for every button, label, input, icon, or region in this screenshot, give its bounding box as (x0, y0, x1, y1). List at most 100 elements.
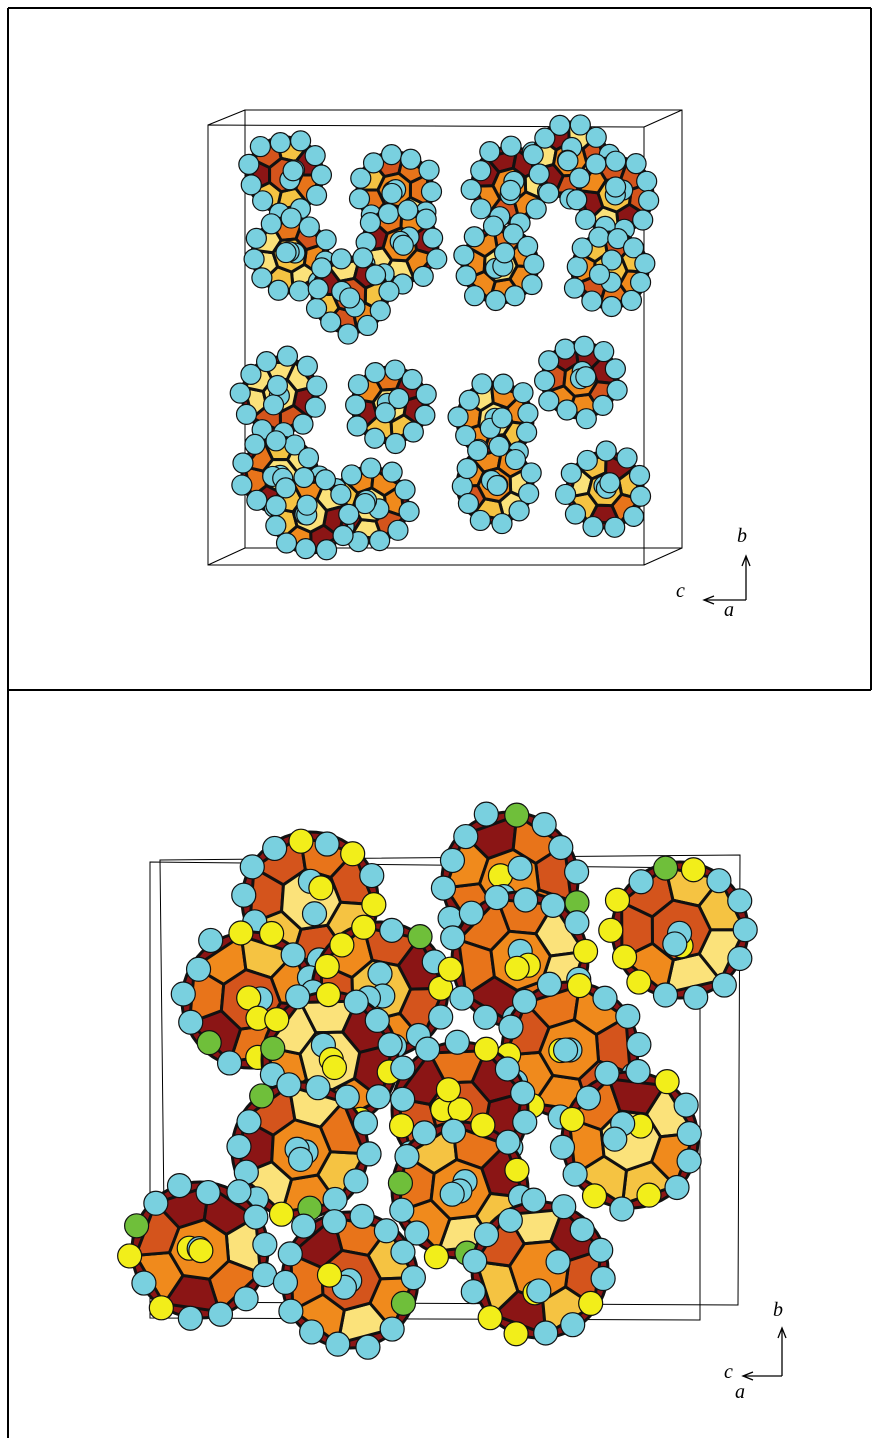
atom (390, 1198, 414, 1222)
atom (351, 168, 371, 188)
atom (422, 182, 442, 202)
atom (269, 1202, 293, 1226)
atom (635, 253, 655, 273)
atom (277, 1073, 301, 1097)
atom (380, 1317, 404, 1341)
atom (570, 1218, 594, 1242)
atom (335, 1085, 359, 1109)
atom (297, 356, 317, 376)
atom (348, 375, 368, 395)
atom (599, 918, 623, 942)
atom (197, 1031, 221, 1055)
atom (268, 280, 288, 300)
cluster (454, 216, 544, 310)
atom (391, 1291, 415, 1315)
atom (323, 1187, 347, 1211)
atom (296, 539, 316, 559)
atom (505, 956, 529, 980)
atom (605, 359, 625, 379)
atom (577, 450, 597, 470)
atom (655, 1070, 679, 1094)
atom (471, 161, 491, 181)
atom (454, 245, 474, 265)
atom (399, 501, 419, 521)
atom (567, 190, 587, 210)
atom (576, 409, 596, 429)
atom (630, 466, 650, 486)
atom (402, 370, 422, 390)
atom (237, 1110, 261, 1134)
atom (595, 1061, 619, 1085)
atom (247, 490, 267, 510)
atom (199, 928, 223, 952)
atom (316, 230, 336, 250)
atom (607, 380, 627, 400)
atom (353, 1111, 377, 1135)
atom (505, 803, 529, 827)
atom (386, 434, 406, 454)
atom (375, 403, 395, 423)
clusters (118, 802, 758, 1359)
atom (333, 525, 353, 545)
atom (250, 1084, 274, 1108)
atom (340, 288, 360, 308)
atom (424, 1245, 448, 1269)
atom (501, 180, 521, 200)
atom (629, 870, 653, 894)
figure: b c a b c a (0, 0, 872, 1438)
atom (565, 504, 585, 524)
atom (478, 1306, 502, 1330)
atom (253, 1233, 277, 1257)
panel-top: b c a (208, 110, 750, 621)
atom (358, 315, 378, 335)
axis-label-b: b (773, 1299, 783, 1321)
atom (132, 1271, 156, 1295)
atom (487, 475, 507, 495)
atom (292, 1214, 316, 1238)
atom (555, 339, 575, 359)
atom (218, 1051, 242, 1075)
atom (576, 209, 596, 229)
atom (589, 1238, 613, 1262)
atom (189, 1239, 213, 1263)
atom (626, 1060, 650, 1084)
atom (322, 1210, 346, 1234)
atom (229, 921, 253, 945)
atom (535, 371, 555, 391)
atom (560, 1107, 584, 1131)
atom (393, 235, 413, 255)
atom (403, 422, 423, 442)
atom (299, 217, 319, 237)
atom (230, 383, 250, 403)
atom (187, 957, 211, 981)
atom (379, 204, 399, 224)
atom (513, 989, 537, 1013)
atom (317, 540, 337, 560)
atom (322, 1056, 346, 1080)
atom (252, 268, 272, 288)
axis-label-c: c (724, 1361, 733, 1383)
atom (450, 986, 474, 1010)
atom (289, 281, 309, 301)
atom (627, 1033, 651, 1057)
atom (390, 1114, 414, 1138)
atom (505, 1158, 529, 1182)
atom (567, 257, 587, 277)
atom (232, 883, 256, 907)
atom (346, 395, 366, 415)
atom (579, 1291, 603, 1315)
atom (380, 918, 404, 942)
atom (315, 954, 339, 978)
atom (246, 228, 266, 248)
atom (654, 856, 678, 880)
atom (522, 1188, 546, 1212)
atom (596, 441, 616, 461)
atom (378, 1033, 402, 1057)
atom (733, 918, 757, 942)
atom (589, 227, 609, 247)
atom (303, 902, 327, 926)
atom (360, 864, 384, 888)
atom (456, 266, 476, 286)
atom (441, 926, 465, 950)
atom (712, 973, 736, 997)
